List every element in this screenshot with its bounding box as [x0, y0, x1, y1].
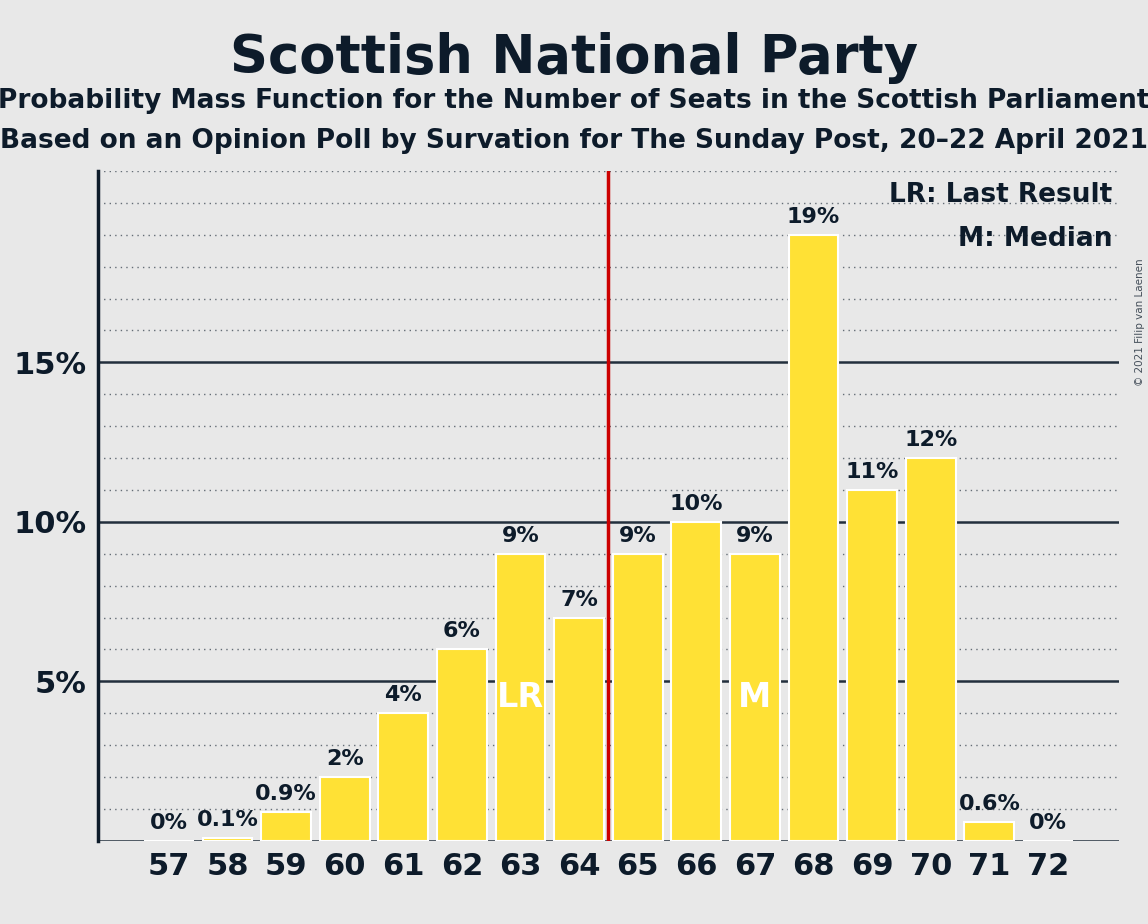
Bar — [847, 490, 897, 841]
Text: 2%: 2% — [326, 749, 364, 769]
Text: Probability Mass Function for the Number of Seats in the Scottish Parliament: Probability Mass Function for the Number… — [0, 88, 1148, 114]
Text: Scottish National Party: Scottish National Party — [230, 32, 918, 84]
Text: M: Median: M: Median — [957, 226, 1112, 252]
Text: 9%: 9% — [619, 526, 657, 546]
Text: 12%: 12% — [905, 430, 957, 450]
Bar — [496, 553, 545, 841]
Text: LR: Last Result: LR: Last Result — [889, 182, 1112, 208]
Text: 7%: 7% — [560, 590, 598, 610]
Bar — [554, 617, 604, 841]
Bar — [672, 522, 721, 841]
Bar — [789, 235, 838, 841]
Text: 0.9%: 0.9% — [255, 784, 317, 804]
Text: 0%: 0% — [1029, 813, 1066, 833]
Bar — [906, 458, 955, 841]
Bar — [730, 553, 779, 841]
Bar — [613, 553, 662, 841]
Text: 9%: 9% — [502, 526, 540, 546]
Text: Based on an Opinion Poll by Survation for The Sunday Post, 20–22 April 2021: Based on an Opinion Poll by Survation fo… — [0, 128, 1148, 153]
Bar — [379, 713, 428, 841]
Text: 0%: 0% — [150, 813, 188, 833]
Text: M: M — [738, 681, 771, 714]
Text: 9%: 9% — [736, 526, 774, 546]
Text: 10%: 10% — [669, 493, 723, 514]
Text: 11%: 11% — [845, 462, 899, 482]
Text: LR: LR — [497, 681, 544, 714]
Text: 19%: 19% — [786, 207, 840, 226]
Bar — [262, 812, 311, 841]
Text: © 2021 Filip van Laenen: © 2021 Filip van Laenen — [1135, 259, 1145, 386]
Bar — [437, 650, 487, 841]
Bar — [964, 821, 1014, 841]
Bar — [203, 838, 253, 841]
Text: 0.1%: 0.1% — [196, 809, 258, 830]
Bar — [320, 777, 370, 841]
Text: 6%: 6% — [443, 622, 481, 641]
Text: 4%: 4% — [385, 686, 422, 705]
Text: 0.6%: 0.6% — [959, 794, 1021, 814]
